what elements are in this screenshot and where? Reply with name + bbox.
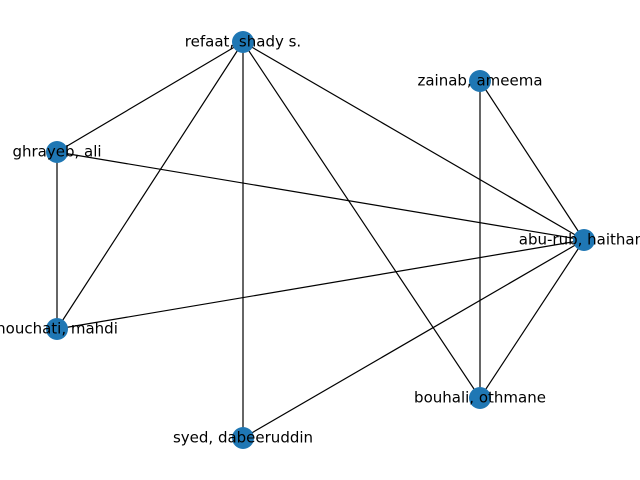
node-zainab	[469, 70, 491, 92]
node-aburub	[573, 229, 595, 251]
edge-bouhali-aburub	[479, 239, 585, 399]
node-label-houchati: houchati, mahdi	[0, 320, 118, 338]
edge-refaat-ghrayeb	[56, 41, 244, 153]
node-layer	[46, 31, 595, 449]
edge-zainab-aburub	[479, 80, 585, 241]
node-label-bouhali: bouhali, othmane	[414, 389, 546, 407]
node-syed	[232, 427, 254, 449]
edge-syed-aburub	[242, 239, 585, 439]
label-layer: refaat, shady s. zainab, ameema ghrayeb, a…	[0, 33, 640, 447]
edge-houchati-aburub	[56, 239, 585, 330]
edge-refaat-houchati	[56, 41, 244, 330]
node-label-ghrayeb: ghrayeb, ali	[12, 143, 101, 161]
node-label-refaat: refaat, shady s.	[185, 33, 301, 51]
node-houchati	[46, 318, 68, 340]
node-label-aburub: abu-rub, haitham	[519, 231, 640, 249]
node-refaat	[232, 31, 254, 53]
edge-refaat-aburub	[242, 41, 585, 241]
node-label-zainab: zainab, ameema	[417, 72, 542, 90]
edge-ghrayeb-aburub	[56, 151, 585, 241]
node-bouhali	[469, 387, 491, 409]
edge-refaat-bouhali	[242, 41, 481, 399]
node-label-syed: syed, dabeeruddin	[173, 429, 313, 447]
edge-layer	[56, 41, 585, 439]
node-ghrayeb	[46, 141, 68, 163]
